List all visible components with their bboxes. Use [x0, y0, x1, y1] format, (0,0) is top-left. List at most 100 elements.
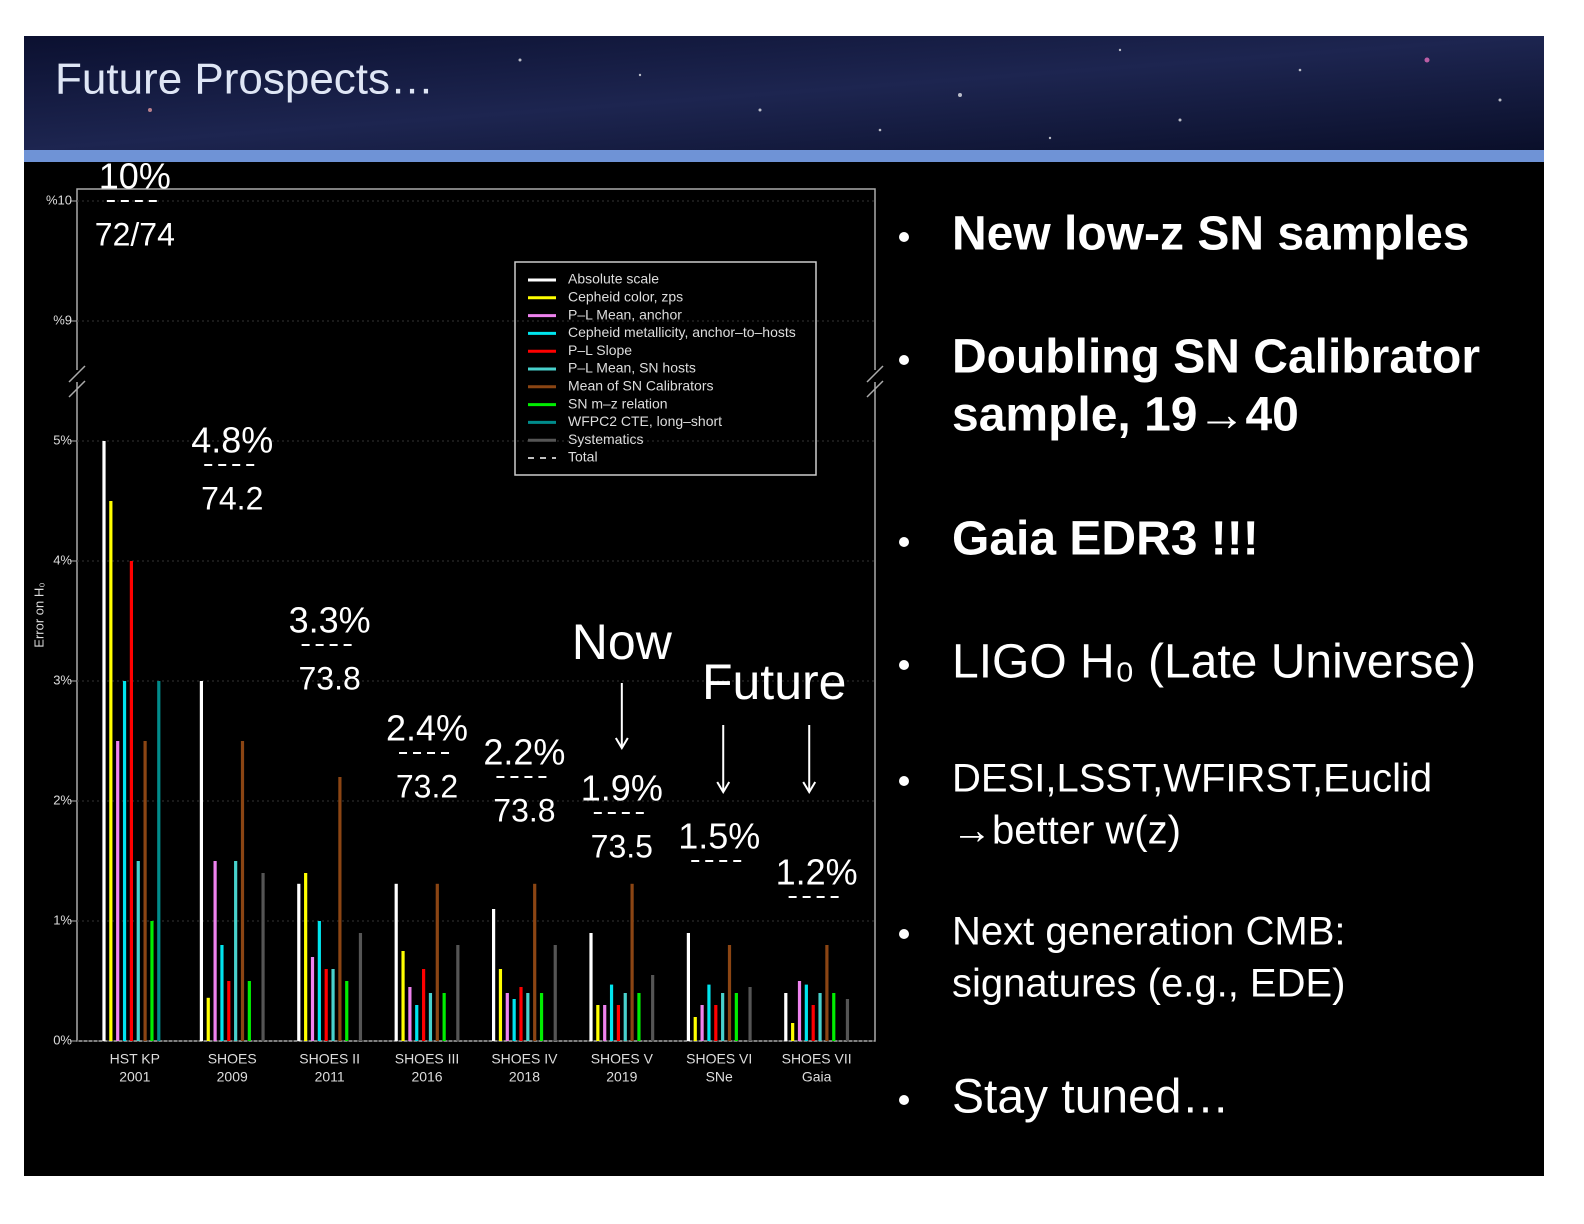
plot-frame — [76, 188, 876, 1042]
bullet-dot — [899, 355, 909, 365]
x-tick-sublabel: 2001 — [119, 1069, 150, 1085]
bar — [589, 933, 593, 1041]
x-tick-sublabel: SNe — [706, 1069, 733, 1085]
bar — [651, 975, 655, 1041]
x-tick-sublabel: 2009 — [217, 1069, 248, 1085]
legend-label: Cepheid metallicity, anchor–to–hosts — [568, 324, 796, 340]
x-tick-label: SHOES V — [591, 1051, 654, 1067]
bar — [603, 1005, 607, 1041]
bar — [220, 945, 224, 1041]
bar — [526, 993, 530, 1041]
total-label: 1.5% — [678, 816, 760, 857]
bar — [109, 501, 113, 1041]
legend-label: WFPC2 CTE, long–short — [568, 413, 722, 429]
y-tick-label: %9 — [53, 312, 72, 327]
bullet-dot — [899, 660, 909, 670]
bar — [261, 873, 265, 1041]
x-tick-label: SHOES III — [395, 1051, 460, 1067]
legend-label: Mean of SN Calibrators — [568, 378, 714, 394]
bar — [553, 945, 557, 1041]
annotation-arrowhead — [614, 737, 629, 750]
bar — [213, 861, 217, 1041]
x-tick-sublabel: 2016 — [411, 1069, 442, 1085]
total-label: 2.2% — [483, 732, 565, 773]
bar — [623, 993, 627, 1041]
bar — [714, 1005, 718, 1041]
bar — [804, 984, 808, 1041]
bar — [512, 999, 516, 1041]
bar — [324, 969, 328, 1041]
total-label: 1.9% — [581, 768, 663, 809]
bullet-text: Doubling SN Calibrator — [952, 331, 1480, 384]
bar — [505, 993, 509, 1041]
bar — [498, 969, 503, 1041]
bar — [150, 921, 154, 1041]
bullet-dot — [899, 776, 909, 786]
bar — [157, 681, 161, 1041]
slide-title: Future Prospects… — [55, 55, 434, 104]
bullet-text: DESI,LSST,WFIRST,Euclid — [952, 757, 1432, 801]
y-axis-label: Error on H₀ — [31, 582, 46, 647]
y-tick-label: 5% — [53, 432, 72, 447]
legend-label: Total — [568, 449, 598, 465]
bullet-text: Gaia EDR3 !!! — [952, 513, 1259, 566]
bar — [428, 993, 433, 1041]
total-label: 4.8% — [191, 420, 273, 461]
bar — [539, 993, 544, 1041]
bar — [234, 861, 238, 1041]
bar — [317, 921, 321, 1041]
x-tick-sublabel: 2011 — [315, 1069, 345, 1085]
bar — [825, 945, 829, 1041]
bar — [136, 861, 140, 1041]
x-tick-label: SHOES — [208, 1051, 257, 1067]
legend-label: Cepheid color, zps — [568, 289, 683, 305]
y-tick-label: 1% — [53, 912, 72, 927]
bullet-text: LIGO H₀ (Late Universe) — [952, 636, 1476, 689]
h0-label: 73.5 — [591, 828, 653, 864]
annotation-arrowhead — [802, 781, 817, 794]
x-tick-label: HST KP — [110, 1051, 160, 1067]
bullet-text: signatures (e.g., EDE) — [952, 962, 1346, 1006]
bar — [227, 981, 231, 1041]
annotation: Future — [702, 654, 847, 710]
bar — [304, 873, 308, 1041]
bullet-text: New low-z SN samples — [952, 208, 1469, 261]
bar — [845, 999, 850, 1041]
bar — [247, 981, 251, 1041]
bullet-dot — [899, 1095, 909, 1105]
bar — [707, 984, 711, 1041]
bar — [415, 1005, 419, 1041]
total-label: 1.2% — [776, 852, 858, 893]
x-tick-label: SHOES VI — [686, 1051, 752, 1067]
bar — [533, 883, 537, 1041]
bullet-dot — [899, 929, 909, 939]
bar — [519, 987, 523, 1041]
bar — [700, 1005, 704, 1041]
legend-label: Systematics — [568, 431, 643, 447]
h0-label: 74.2 — [201, 480, 263, 516]
bar — [791, 1023, 795, 1041]
bullet-text: sample, 19→40 — [952, 389, 1299, 442]
total-label: 3.3% — [289, 600, 371, 641]
x-tick-sublabel: 2019 — [606, 1069, 637, 1085]
bar — [727, 945, 732, 1041]
bar — [784, 993, 788, 1041]
h0-label: 73.2 — [396, 768, 458, 804]
bar — [637, 993, 641, 1041]
bar — [797, 981, 802, 1041]
bar — [818, 993, 822, 1041]
bar — [129, 561, 133, 1041]
bullet-dot — [899, 537, 909, 547]
total-label: 10% — [99, 156, 171, 197]
slide-background — [24, 36, 1544, 1176]
bar — [630, 883, 634, 1041]
legend-label: P–L Slope — [568, 342, 632, 358]
bar — [102, 441, 106, 1041]
header-rule — [24, 150, 1544, 162]
legend-label: Absolute scale — [568, 271, 659, 287]
bullet-text: →better w(z) — [952, 809, 1181, 853]
annotation-arrowhead — [716, 781, 731, 794]
y-tick-label: 0% — [53, 1032, 72, 1047]
header-band — [24, 36, 1544, 150]
bar — [345, 981, 349, 1041]
